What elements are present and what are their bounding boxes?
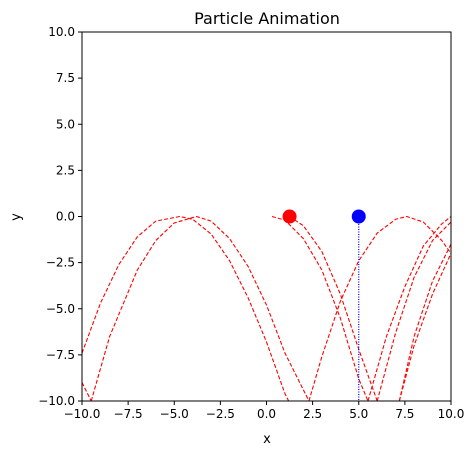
plot-frame [81, 31, 452, 402]
x-tick-label-9: 10.0 [438, 407, 465, 421]
chart-title: Particle Animation [194, 9, 340, 28]
y-tick-label-5: 0.0 [56, 210, 75, 224]
x-tick-label-6: 2.5 [303, 407, 322, 421]
x-tick-label-2: −7.5 [114, 407, 143, 421]
y-axis-label: y [9, 213, 24, 221]
x-tick-label-3: −5.0 [160, 407, 189, 421]
y-tick-label-2: −7.5 [46, 348, 75, 362]
series-line-1 [271, 215, 369, 401]
x-tick-label-7: 5.0 [349, 407, 368, 421]
y-tick-label-1: −10.0 [38, 394, 75, 408]
series-line-3 [82, 215, 290, 401]
x-axis-label: x [263, 432, 271, 447]
y-tick-label-9: 10.0 [48, 25, 75, 39]
series-line-6 [308, 215, 451, 401]
series-line-5 [90, 215, 310, 401]
y-tick-label-6: 2.5 [56, 163, 75, 177]
x-tick-label-1: −10.0 [64, 407, 101, 421]
y-tick-label-3: −5.0 [46, 302, 75, 316]
y-tick-label-8: 7.5 [56, 71, 75, 85]
series-line-4 [82, 382, 92, 401]
x-tick-label-8: 7.5 [395, 407, 414, 421]
series-line-9 [398, 253, 451, 401]
particle-marker-2 [351, 209, 366, 224]
series-line-2 [289, 216, 378, 401]
x-tick-label-5: 0.0 [257, 407, 276, 421]
series-line-7 [367, 216, 451, 401]
plot-area [82, 215, 451, 401]
x-tick-label-4: −2.5 [206, 407, 235, 421]
series-line-8 [376, 221, 451, 401]
y-tick-label-7: 5.0 [56, 117, 75, 131]
particle-marker-1 [282, 209, 297, 224]
y-tick-label-4: −2.5 [46, 256, 75, 270]
series-line-10 [398, 243, 451, 401]
